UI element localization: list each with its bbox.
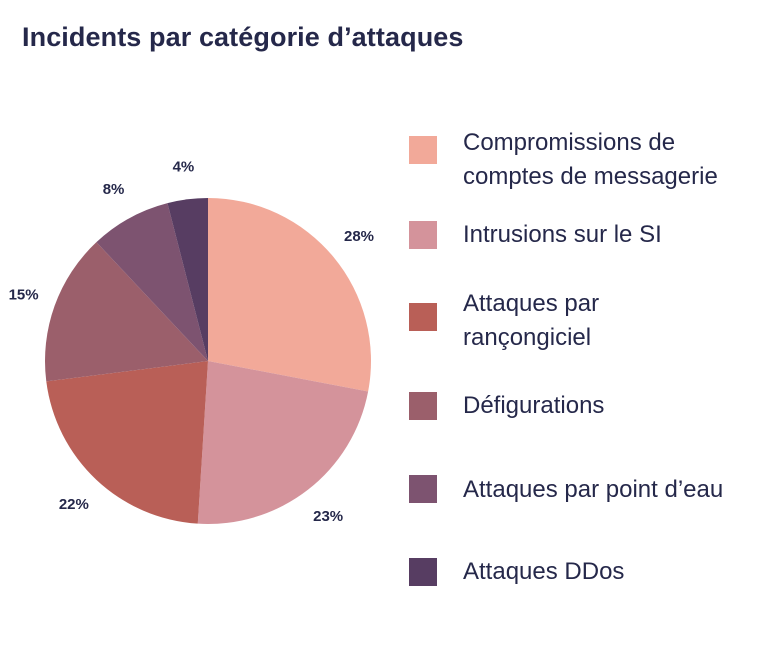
chart-title: Incidents par catégorie d’attaques <box>22 22 464 52</box>
legend-swatch <box>409 303 437 331</box>
slice-percent-label: 4% <box>173 159 195 176</box>
slice-percent-label: 8% <box>103 181 125 198</box>
slice-percent-label: 22% <box>59 496 89 513</box>
legend-label: Attaques par rançongiciel <box>463 290 600 351</box>
legend-label: Intrusions sur le SI <box>463 221 662 248</box>
legend-label: Attaques DDos <box>463 558 625 585</box>
pie-slice <box>46 361 208 524</box>
legend-item-ddos: Attaques DDos <box>409 558 769 589</box>
legend-item-intrusions: Intrusions sur le SI <box>409 221 769 252</box>
legend-swatch <box>409 136 437 164</box>
legend-swatch <box>409 221 437 249</box>
pie-chart: 28% 23% 22% 15% 8% 4% <box>9 159 374 525</box>
pie-slice <box>197 361 369 524</box>
slice-percent-label: 23% <box>313 508 343 525</box>
legend-label: Attaques par point d’eau <box>463 476 724 503</box>
pie-slice <box>45 242 209 382</box>
legend-swatch <box>409 475 437 503</box>
pie-slice <box>208 198 372 392</box>
slice-percent-label: 28% <box>344 228 374 245</box>
pie-slice <box>96 203 208 361</box>
legend-label: Défigurations <box>463 392 605 419</box>
legend-item-messagerie: Compromissions de comptes de messagerie <box>409 129 769 194</box>
legend-item-defigurations: Défigurations <box>409 392 769 423</box>
legend-item-rancongiciel: Attaques par rançongiciel <box>409 290 769 355</box>
legend-label: Compromissions de comptes de messagerie <box>463 129 718 190</box>
legend-swatch <box>409 558 437 586</box>
legend-item-point-eau: Attaques par point d’eau <box>409 475 769 507</box>
pie-slice <box>167 198 208 361</box>
slice-percent-label: 15% <box>9 287 39 304</box>
legend-swatch <box>409 392 437 420</box>
